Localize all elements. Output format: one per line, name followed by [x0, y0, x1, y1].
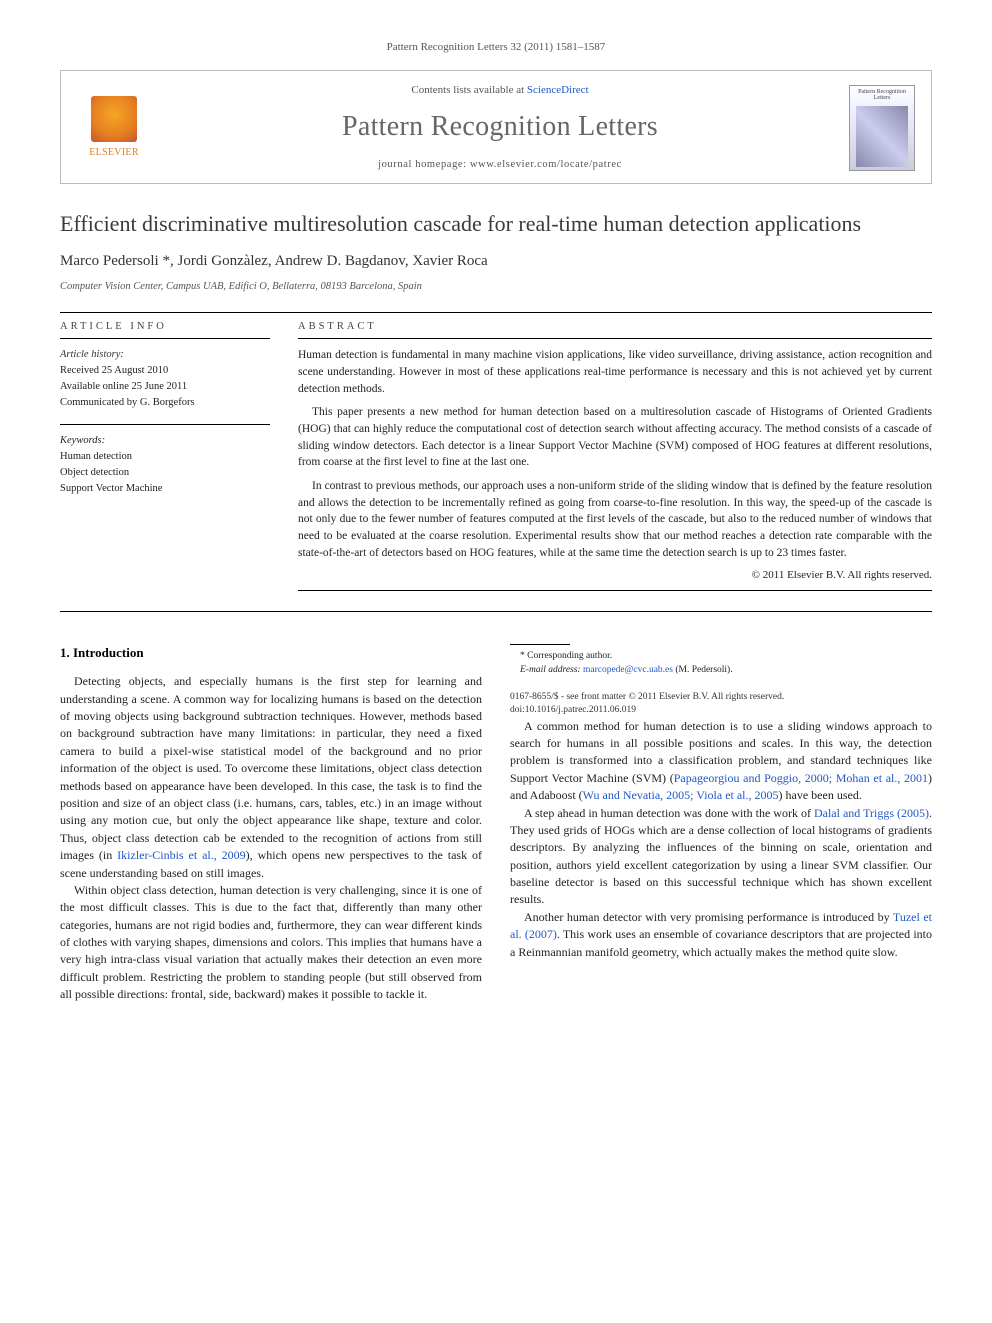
- publisher-name: ELSEVIER: [89, 146, 139, 161]
- abstract-heading: ABSTRACT: [298, 319, 932, 339]
- info-abstract-row: ARTICLE INFO Article history: Received 2…: [60, 319, 932, 591]
- affiliation: Computer Vision Center, Campus UAB, Edif…: [60, 279, 932, 294]
- corresponding-star-icon: *: [159, 253, 170, 269]
- article-info-column: ARTICLE INFO Article history: Received 2…: [60, 319, 270, 591]
- rule-top: [60, 312, 932, 313]
- keywords-label: Keywords:: [60, 433, 270, 449]
- author-2: Jordi Gonzàlez: [177, 253, 267, 269]
- header-citation: Pattern Recognition Letters 32 (2011) 15…: [60, 40, 932, 56]
- received-date: Received 25 August 2010: [60, 363, 270, 379]
- info-rule: [60, 424, 270, 425]
- email-link[interactable]: marcopede@cvc.uab.es: [583, 665, 673, 675]
- contents-prefix: Contents lists available at: [411, 84, 526, 96]
- intro-p5-b: . This work uses an ensemble of covarian…: [510, 927, 932, 958]
- corresponding-footnote: * Corresponding author.: [510, 650, 932, 663]
- article-info-heading: ARTICLE INFO: [60, 319, 270, 339]
- contents-available-line: Contents lists available at ScienceDirec…: [151, 83, 849, 99]
- online-date: Available online 25 June 2011: [60, 379, 270, 395]
- authors-line: Marco Pedersoli *, Jordi Gonzàlez, Andre…: [60, 251, 932, 273]
- abstract-p2: This paper presents a new method for hum…: [298, 404, 932, 471]
- abstract-p3: In contrast to previous methods, our app…: [298, 478, 932, 561]
- publisher-logo: ELSEVIER: [77, 91, 151, 165]
- keyword-1: Human detection: [60, 449, 270, 465]
- cover-thumb-image: [856, 106, 908, 167]
- keyword-2: Object detection: [60, 465, 270, 481]
- article-history-block: Article history: Received 25 August 2010…: [60, 347, 270, 410]
- homepage-url: www.elsevier.com/locate/patrec: [470, 159, 622, 170]
- issn-line: 0167-8655/$ - see front matter © 2011 El…: [510, 691, 932, 704]
- footnotes: * Corresponding author. E-mail address: …: [510, 650, 932, 677]
- bottom-meta: 0167-8655/$ - see front matter © 2011 El…: [510, 691, 932, 718]
- intro-p2: Within object class detection, human det…: [60, 882, 482, 1004]
- abstract-bottom-rule: [298, 590, 932, 591]
- intro-p1-text: Detecting objects, and especially humans…: [60, 674, 482, 862]
- cite-wu-viola[interactable]: Wu and Nevatia, 2005; Viola et al., 2005: [583, 788, 779, 802]
- history-label: Article history:: [60, 347, 270, 363]
- author-1: Marco Pedersoli: [60, 253, 159, 269]
- abstract-copyright: © 2011 Elsevier B.V. All rights reserved…: [298, 568, 932, 584]
- cover-thumb-title: Pattern Recognition Letters: [853, 89, 911, 102]
- journal-name: Pattern Recognition Letters: [151, 107, 849, 148]
- abstract-column: ABSTRACT Human detection is fundamental …: [298, 319, 932, 591]
- elsevier-tree-icon: [91, 96, 137, 142]
- cite-ikizler[interactable]: Ikizler-Cinbis et al., 2009: [117, 848, 246, 862]
- intro-p4-b: . They used grids of HOGs which are a de…: [510, 806, 932, 907]
- communicated-by: Communicated by G. Borgefors: [60, 395, 270, 411]
- rule-bottom: [60, 611, 932, 612]
- intro-p3-c: ) have been used.: [779, 788, 862, 802]
- author-4: Xavier Roca: [412, 253, 487, 269]
- email-label: E-mail address:: [520, 665, 581, 675]
- intro-p1: Detecting objects, and especially humans…: [60, 673, 482, 882]
- header-center: Contents lists available at ScienceDirec…: [151, 83, 849, 173]
- email-footnote: E-mail address: marcopede@cvc.uab.es (M.…: [510, 664, 932, 677]
- article-title: Efficient discriminative multiresolution…: [60, 210, 932, 238]
- cite-dalal-triggs[interactable]: Dalal and Triggs (2005): [814, 806, 929, 820]
- journal-homepage-line: journal homepage: www.elsevier.com/locat…: [151, 157, 849, 172]
- intro-p5: Another human detector with very promisi…: [510, 909, 932, 961]
- keyword-3: Support Vector Machine: [60, 481, 270, 497]
- section-1-heading: 1. Introduction: [60, 644, 482, 663]
- intro-p4-a: A step ahead in human detection was done…: [524, 806, 814, 820]
- intro-p5-a: Another human detector with very promisi…: [524, 910, 893, 924]
- journal-cover-thumbnail: Pattern Recognition Letters: [849, 85, 915, 171]
- email-who: (M. Pedersoli).: [675, 665, 732, 675]
- footnote-separator: [510, 644, 570, 645]
- doi-line: doi:10.1016/j.patrec.2011.06.019: [510, 704, 932, 717]
- sciencedirect-link[interactable]: ScienceDirect: [527, 84, 589, 96]
- homepage-prefix: journal homepage:: [378, 159, 470, 170]
- keywords-block: Keywords: Human detection Object detecti…: [60, 433, 270, 496]
- journal-header-box: ELSEVIER Contents lists available at Sci…: [60, 70, 932, 184]
- footnote-block: * Corresponding author. E-mail address: …: [510, 644, 932, 717]
- abstract-p1: Human detection is fundamental in many m…: [298, 347, 932, 397]
- intro-p4: A step ahead in human detection was done…: [510, 805, 932, 909]
- intro-p3: A common method for human detection is t…: [510, 718, 932, 805]
- body-text: 1. Introduction Detecting objects, and e…: [60, 644, 932, 1003]
- author-3: Andrew D. Bagdanov: [275, 253, 405, 269]
- cite-papageorgiou-mohan[interactable]: Papageorgiou and Poggio, 2000; Mohan et …: [674, 771, 928, 785]
